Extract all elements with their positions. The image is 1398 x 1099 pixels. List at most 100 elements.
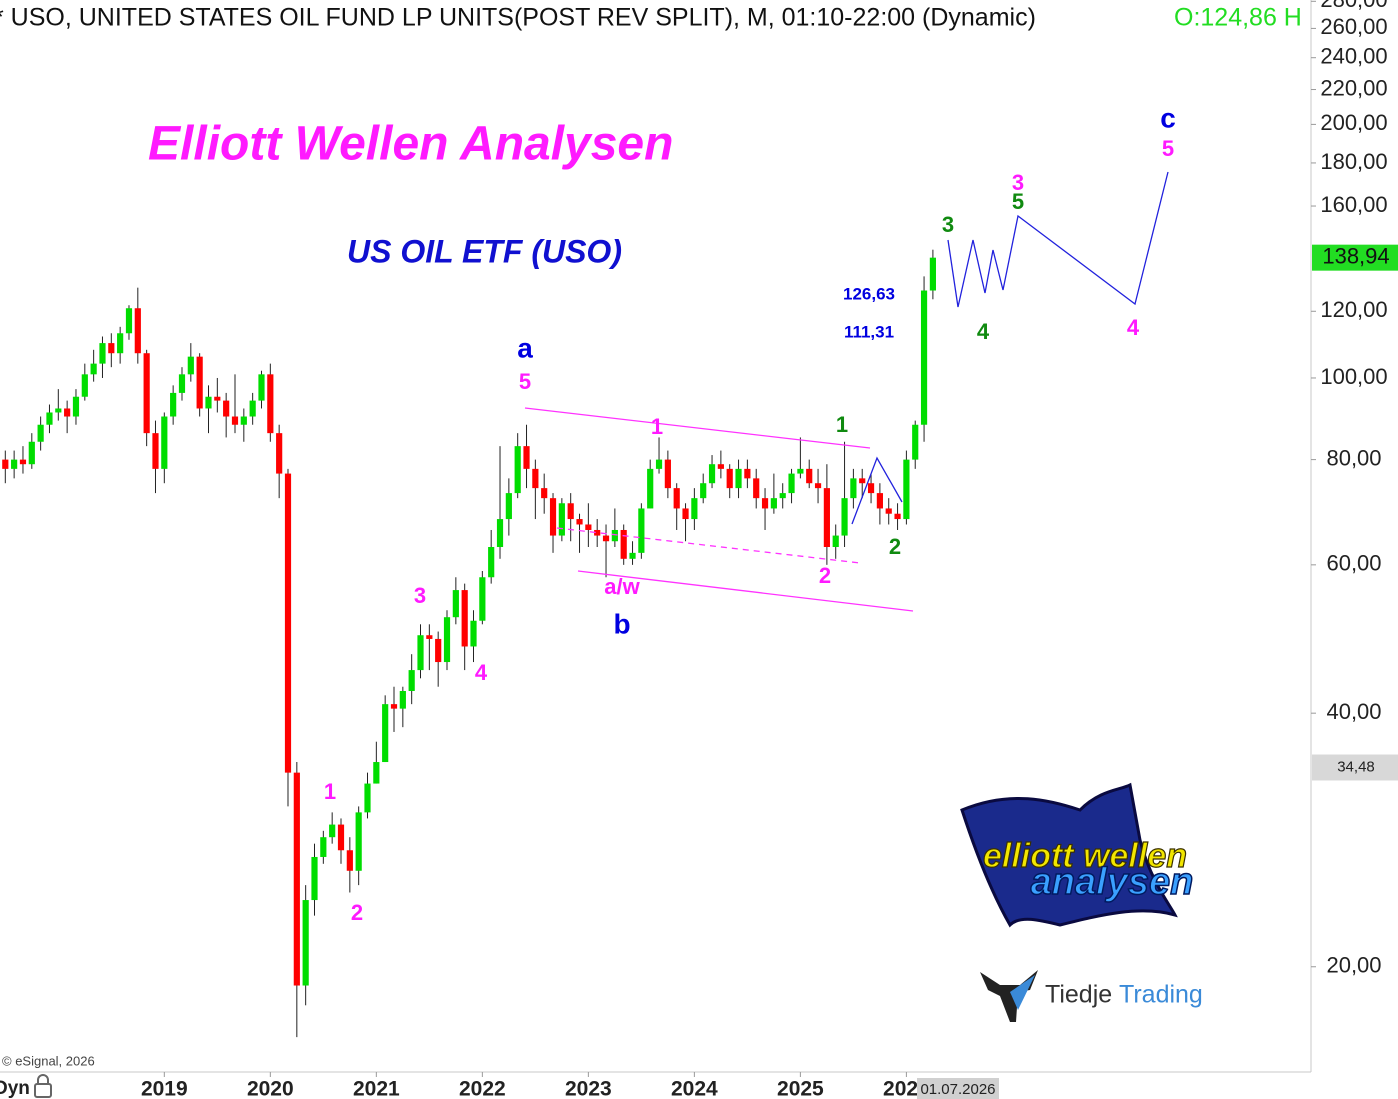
- lock-body[interactable]: [34, 1083, 52, 1098]
- lock-icon[interactable]: [34, 1074, 52, 1098]
- y-tick-label: 220,00: [1320, 75, 1387, 100]
- brand-text: Tiedje: [1045, 981, 1112, 1009]
- candle-body: [841, 498, 848, 536]
- y-tick-label: 240,00: [1320, 44, 1387, 69]
- candle-body: [708, 464, 716, 484]
- candle-body: [700, 483, 707, 499]
- candle-body: [620, 529, 627, 559]
- price-note: 111,31: [844, 322, 894, 341]
- candle-body: [81, 374, 88, 397]
- candle-body: [488, 546, 495, 578]
- candle-body: [117, 333, 124, 354]
- price-tag-label: 138,94: [1322, 243, 1389, 268]
- candle-body: [249, 400, 256, 417]
- candle-body: [240, 416, 247, 425]
- candle-body: [125, 308, 133, 334]
- candle-body: [320, 837, 327, 857]
- candle-body: [329, 824, 336, 838]
- title: Elliott Wellen Analysen: [148, 118, 673, 171]
- candle-body: [885, 508, 892, 514]
- logo-text: elliott wellen: [983, 837, 1187, 875]
- candle-body: [64, 408, 71, 417]
- wave-label: 1: [324, 779, 336, 804]
- candle-body: [523, 446, 530, 469]
- candle-body: [673, 488, 680, 509]
- candle-body: [426, 635, 433, 639]
- candle-body: [302, 900, 309, 986]
- candle-body: [364, 783, 371, 813]
- wave-labels: a 5 1 1 2 2 a/w b 3 4 1 2 3 3 5 4 4 c 5 …: [324, 102, 1176, 924]
- y-tick-label: 160,00: [1320, 192, 1387, 217]
- candle-body: [505, 493, 512, 520]
- wave-label: 4: [475, 660, 488, 685]
- mode-label: Dyn: [0, 1078, 30, 1099]
- candle-body: [99, 343, 106, 364]
- wave-label: 2: [351, 900, 363, 925]
- projection-line: [851, 456, 903, 525]
- candle-body: [611, 529, 618, 542]
- candle-body: [594, 529, 601, 536]
- wave-label: a/w: [604, 574, 640, 599]
- wave-label: 2: [889, 534, 901, 559]
- candle-body: [629, 552, 636, 559]
- copyright: © eSignal, 2026: [2, 1053, 95, 1068]
- candle-body: [267, 374, 274, 434]
- wave-label: 3: [1012, 170, 1024, 195]
- candle-body: [682, 508, 689, 520]
- candle-body: [435, 638, 442, 663]
- channel-line: [556, 527, 861, 564]
- candle-body: [311, 856, 318, 901]
- wave-label: 2: [819, 563, 831, 588]
- candle-body: [753, 478, 760, 499]
- lock-shackle[interactable]: [37, 1074, 49, 1084]
- candle-body: [37, 424, 44, 442]
- candle-body: [479, 577, 486, 621]
- y-axis: 20,00 40,00 60,00 80,00 100,00 120,00 160,00 18…: [1311, 0, 1398, 978]
- candle-body: [647, 468, 654, 509]
- x-tick-label: 2021: [353, 1078, 400, 1099]
- candle-body: [929, 257, 936, 291]
- header: * USO, UNITED STATES OIL FUND LP UNITS(P…: [0, 4, 1036, 32]
- candle-body: [532, 468, 539, 489]
- candle-body: [231, 416, 239, 425]
- channel-line: [524, 407, 871, 449]
- candle-body: [443, 617, 451, 663]
- price-tag: [1312, 244, 1398, 271]
- candle-body: [417, 635, 424, 671]
- wave-label: 4: [977, 319, 990, 344]
- candle-body: [655, 459, 663, 469]
- candle-body: [223, 400, 230, 417]
- candle-body: [355, 812, 362, 871]
- candle-body: [28, 441, 35, 465]
- wave-label: 3: [942, 212, 954, 237]
- x-tick-label: 2022: [459, 1078, 506, 1099]
- wave-label: 5: [1162, 136, 1174, 161]
- candle-body: [2, 459, 9, 469]
- wave-label: 1: [836, 412, 848, 437]
- candle-body: [823, 488, 830, 547]
- candle-body: [72, 396, 80, 417]
- candle-body: [276, 433, 283, 474]
- date-box: [917, 1078, 999, 1099]
- wave-drawings: [524, 171, 1169, 612]
- projection-line: [947, 171, 1169, 308]
- candle-body: [912, 424, 919, 460]
- candle-body: [859, 478, 866, 484]
- wave-label: 5: [1012, 189, 1024, 214]
- candle-body: [452, 590, 459, 618]
- x-tick-label: 2023: [565, 1078, 612, 1099]
- logo: elliott wellen analysen Tiedje Trading: [960, 782, 1203, 1022]
- price-tag: [1312, 754, 1398, 781]
- price-tag-label: 34,48: [1337, 758, 1375, 775]
- candle-body: [567, 503, 574, 520]
- candle-body: [46, 412, 53, 425]
- candle-body: [461, 590, 468, 647]
- wave-label: 5: [519, 369, 531, 394]
- channel-line: [577, 570, 914, 612]
- y-tick-label: 40,00: [1326, 699, 1381, 724]
- wave-label: c: [1160, 102, 1176, 133]
- candle-body: [408, 670, 415, 692]
- x-tick-label: 2020: [247, 1078, 294, 1099]
